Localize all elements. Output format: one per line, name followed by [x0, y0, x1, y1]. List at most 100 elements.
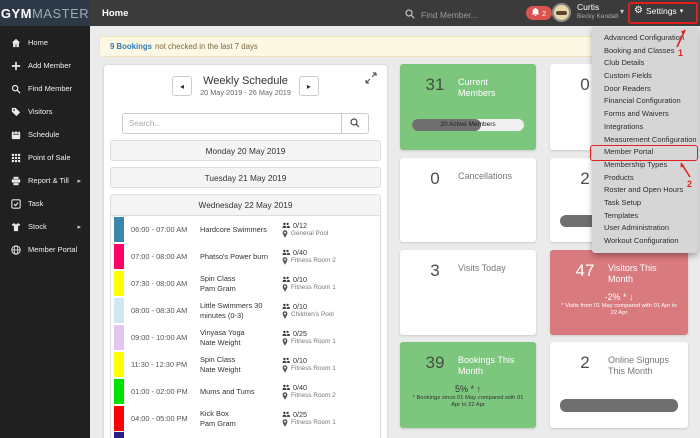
bookings-alert-text: not checked in the last 7 days [155, 42, 258, 51]
search-icon [350, 116, 360, 131]
card-footnote: * Bookings since 01 May compared with 01… [412, 394, 524, 409]
sidebar-item-member-portal[interactable]: Member Portal [0, 238, 90, 261]
sidebar-item-home[interactable]: Home [0, 31, 90, 54]
prev-week-button[interactable]: ◂ [172, 76, 193, 96]
card-label: Visits Today [458, 263, 506, 273]
sidebar-item-add-member[interactable]: Add Member [0, 54, 90, 77]
people-icon [282, 384, 290, 390]
menu-item-club-details[interactable]: Club Details [604, 58, 645, 68]
sidebar-item-point-of-sale[interactable]: Point of Sale [0, 146, 90, 169]
logo-text-light: MASTER [31, 5, 90, 21]
settings-label: Settings [645, 6, 677, 16]
sidebar-item-find-member[interactable]: Find Member [0, 77, 90, 100]
class-time: 01:00 - 02:00 PM [131, 387, 188, 396]
user-menu[interactable]: Curtis Becky Kendall [577, 2, 619, 20]
sidebar-item-task[interactable]: Task [0, 192, 90, 215]
class-location: General Pool [291, 230, 329, 238]
gymmaster-logo[interactable]: GYM MASTER [0, 0, 90, 26]
card-label: Bookings This Month [458, 355, 515, 377]
class-name: Spin Class Pam Gram [200, 274, 236, 293]
class-row[interactable]: 08:00 - 08:30 AM Little Swimmers 30 minu… [111, 297, 380, 324]
class-color-bar [114, 352, 124, 377]
expand-icon[interactable] [365, 71, 379, 85]
card-online-signups[interactable]: 2 Online Signups This Month [550, 342, 688, 428]
tshirt-icon [10, 221, 21, 232]
card-visits-today[interactable]: 3 Visits Today [400, 250, 536, 335]
menu-item-integrations[interactable]: Integrations [604, 121, 644, 131]
class-row[interactable]: 11:30 - 12:30 PM Spin Class Nate Weight 0… [111, 351, 380, 378]
notification-badge[interactable]: 2 [526, 6, 553, 20]
menu-item-custom-fields[interactable]: Custom Fields [604, 71, 652, 81]
class-location: Fitness Room 1 [291, 419, 336, 427]
schedule-date-range: 20 May 2019 - 26 May 2019 [200, 88, 291, 97]
menu-item-advanced-configuration[interactable]: Advanced Configuration [604, 33, 685, 42]
menu-item-roster-and-open-hours[interactable]: Roster and Open Hours [604, 185, 684, 195]
location-pin-icon [282, 365, 288, 373]
card-label: Online Signups This Month [608, 355, 670, 377]
day-header-tuesday[interactable]: Tuesday 21 May 2019 [110, 167, 381, 188]
day-header-monday[interactable]: Monday 20 May 2019 [110, 140, 381, 161]
card-delta: 5% * ↑ [454, 383, 481, 394]
menu-item-door-readers[interactable]: Door Readers [604, 83, 651, 93]
class-time: 09:00 - 10:00 AM [131, 333, 188, 342]
class-row[interactable]: 09:00 - 10:00 AM Vinyasa Yoga Nate Weight… [111, 324, 380, 351]
card-label: Visitors This Month [608, 263, 657, 285]
schedule-title: Weekly Schedule [203, 75, 288, 87]
active-members-progress: 20 Active Members [412, 119, 524, 131]
class-row[interactable]: 07:00 - 08:00 AM Phatso's Power burn 0/4… [111, 243, 380, 270]
class-row[interactable]: 07:30 - 08:00 AM Spin Class Pam Gram 0/10… [111, 270, 380, 297]
search-icon [10, 83, 21, 94]
schedule-search-input[interactable] [122, 113, 341, 134]
sidebar-item-schedule[interactable]: Schedule [0, 123, 90, 146]
class-row[interactable] [111, 432, 380, 438]
card-current-members[interactable]: 31 Current Members 20 Active Members [400, 64, 536, 150]
card-cancellations[interactable]: 0 Cancellations [400, 158, 536, 242]
sidebar-item-report-till[interactable]: Report & Till ▸ [0, 169, 90, 192]
class-capacity: 0/10 [293, 355, 307, 365]
location-pin-icon [282, 392, 288, 400]
class-row[interactable]: 04:00 - 05:00 PM Kick Box Pam Gram 0/25 F… [111, 405, 380, 432]
menu-item-financial-configuration[interactable]: Financial Configuration [604, 96, 681, 106]
menu-item-measurement-configuration[interactable]: Measurement Configuration [604, 134, 697, 144]
tag-icon [10, 106, 21, 117]
member-search [405, 6, 511, 24]
day-header-wednesday[interactable]: Wednesday 22 May 2019 [111, 195, 380, 216]
find-member-input[interactable] [421, 10, 511, 20]
chevron-right-icon: ▸ [77, 223, 81, 231]
user-subname: Becky Kendall [577, 12, 619, 20]
user-avatar[interactable] [552, 3, 571, 22]
progress-label: 20 Active Members [440, 121, 496, 128]
sidebar-item-visitors[interactable]: Visitors [0, 100, 90, 123]
bookings-alert: 9 Bookings not checked in the last 7 day… [99, 36, 693, 57]
menu-item-user-administration[interactable]: User Administration [604, 223, 670, 233]
next-week-button[interactable]: ▸ [298, 76, 319, 96]
card-visitors-this-month[interactable]: 47 Visitors This Month -2% * ↓ * Visits … [550, 250, 688, 335]
menu-item-member-portal[interactable]: Member Portal [604, 147, 654, 157]
class-row[interactable]: 06:00 - 07:00 AM Hardcore Swimmers 0/12 … [111, 216, 380, 243]
class-time: 11:30 - 12:30 PM [131, 360, 188, 369]
menu-item-forms-and-waivers[interactable]: Forms and Waivers [604, 109, 669, 119]
menu-item-membership-types[interactable]: Membership Types [604, 159, 668, 169]
class-time: 04:00 - 05:00 PM [131, 414, 188, 423]
class-location: Fitness Room 2 [291, 257, 336, 265]
card-label: Current Members [458, 77, 496, 99]
class-location: Fitness Room 1 [291, 365, 336, 373]
menu-item-booking-and-classes[interactable]: Booking and Classes [604, 45, 675, 55]
menu-item-task-setup[interactable]: Task Setup [604, 197, 642, 207]
menu-item-workout-configuration[interactable]: Workout Configuration [604, 236, 679, 245]
settings-button[interactable]: ⚙ Settings ▾ [634, 6, 683, 17]
card-bookings-this-month[interactable]: 39 Bookings This Month 5% * ↑ * Bookings… [400, 342, 536, 428]
class-capacity: 0/40 [293, 247, 307, 257]
menu-item-templates[interactable]: Templates [604, 210, 639, 220]
location-pin-icon [282, 230, 288, 238]
printer-icon [10, 175, 21, 186]
bookings-alert-link[interactable]: 9 Bookings [110, 42, 153, 51]
sidebar-item-stock[interactable]: Stock ▸ [0, 215, 90, 238]
schedule-search-button[interactable] [341, 113, 369, 134]
class-row[interactable]: 01:00 - 02:00 PM Mums and Tums 0/40 Fitn… [111, 378, 380, 405]
card-footnote: * Visits from 01 May compared with 01 Ap… [561, 302, 677, 317]
menu-item-products[interactable]: Products [604, 172, 634, 182]
class-capacity: 0/10 [293, 274, 307, 284]
add-member-icon [10, 60, 21, 71]
globe-icon [10, 244, 21, 255]
